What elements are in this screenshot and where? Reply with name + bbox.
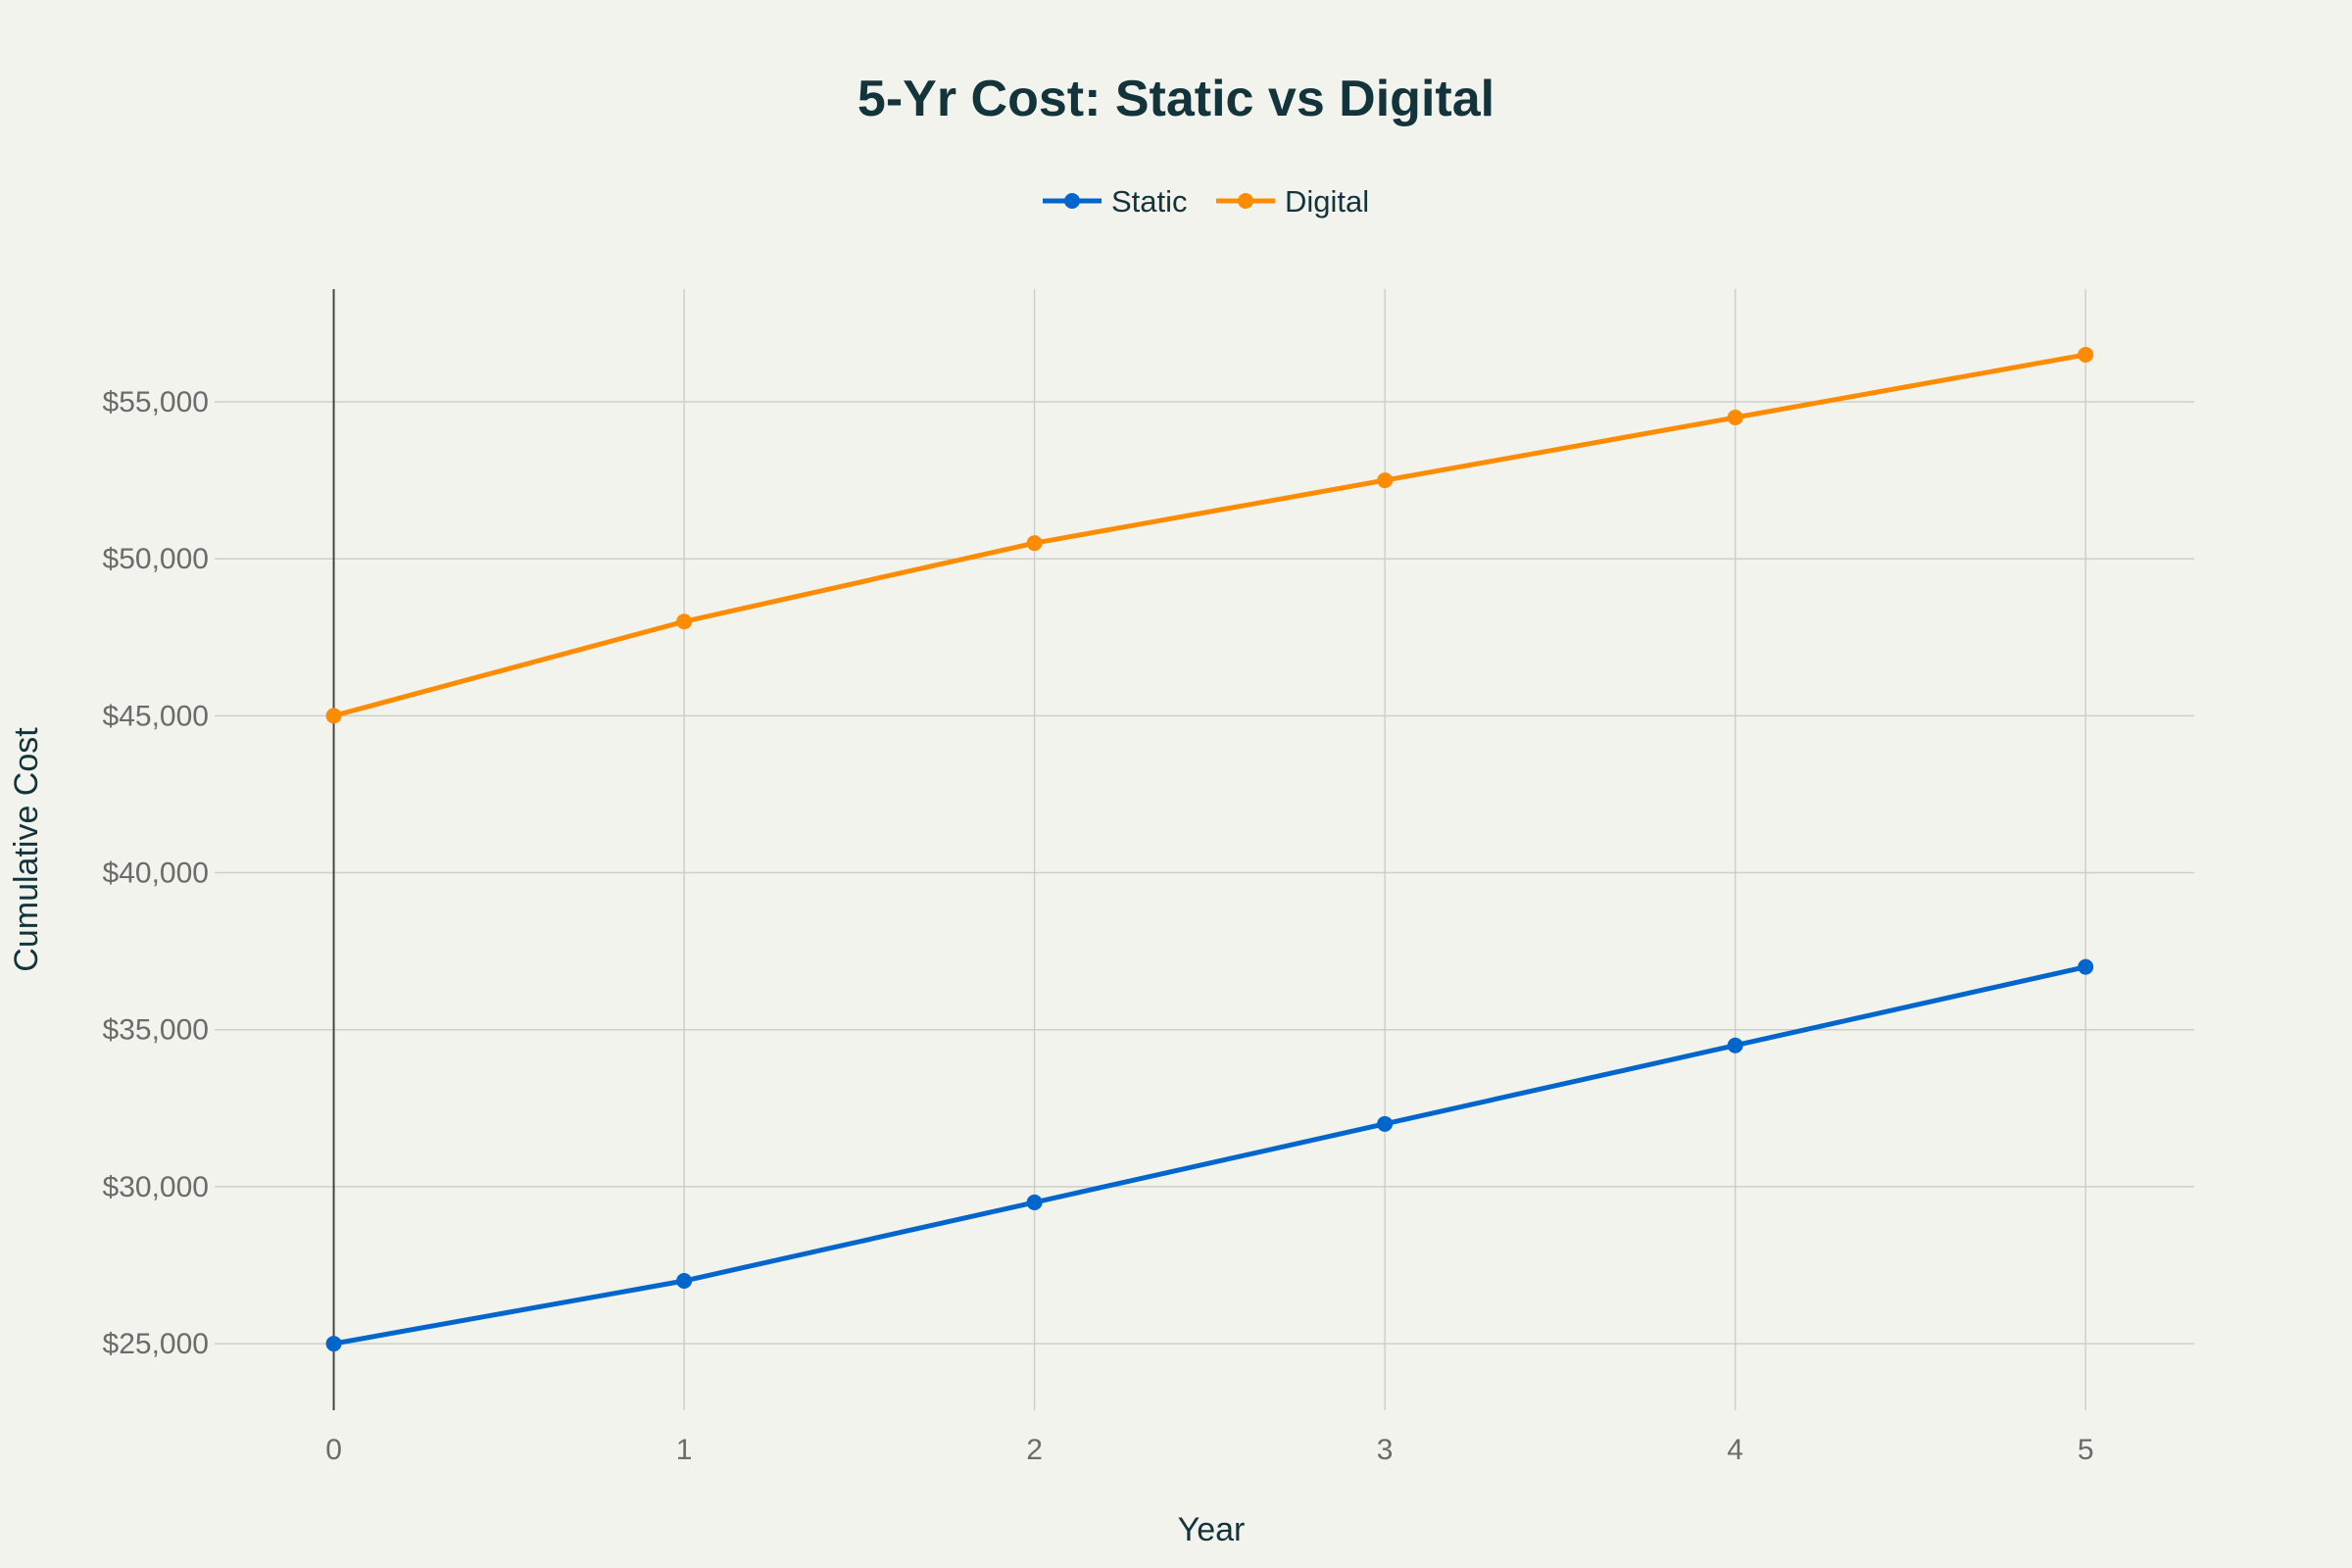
x-tick-label: 2: [1026, 1434, 1043, 1466]
data-point-static: [325, 1336, 342, 1352]
y-tick-label: $50,000: [103, 543, 209, 575]
legend: Static Digital: [1043, 184, 1369, 219]
data-point-digital: [2078, 346, 2094, 363]
x-tick-label: 0: [325, 1434, 342, 1466]
data-point-static: [1727, 1037, 1743, 1054]
x-tick-label: 1: [676, 1434, 693, 1466]
x-axis-title: Year: [1178, 1511, 1246, 1548]
legend-marker-digital: [1238, 193, 1253, 209]
data-point-digital: [325, 708, 342, 724]
x-tick-label: 3: [1377, 1434, 1394, 1466]
data-point-digital: [676, 613, 693, 630]
y-tick-label: $45,000: [103, 700, 209, 732]
data-point-static: [1377, 1115, 1394, 1132]
y-tick-label: $30,000: [103, 1171, 209, 1203]
data-point-static: [1026, 1194, 1043, 1210]
data-point-static: [676, 1273, 693, 1290]
y-tick-label: $55,000: [103, 386, 209, 418]
y-tick-label: $40,000: [103, 858, 209, 890]
legend-label-digital: Digital: [1285, 184, 1369, 219]
y-tick-label: $25,000: [103, 1328, 209, 1360]
legend-label-static: Static: [1111, 184, 1188, 219]
chart-title: 5-Yr Cost: Static vs Digital: [858, 71, 1494, 127]
grid: [215, 289, 2194, 1410]
series-line-digital: [332, 352, 2086, 718]
x-tick-label: 4: [1727, 1434, 1743, 1466]
y-tick-label: $35,000: [103, 1014, 209, 1047]
data-point-digital: [1727, 410, 1743, 426]
data-point-static: [2078, 958, 2094, 975]
y-axis-title: Cumulative Cost: [8, 727, 45, 972]
data-point-digital: [1026, 535, 1043, 552]
x-tick-label: 5: [2078, 1434, 2094, 1466]
data-point-digital: [1377, 472, 1394, 489]
series-line-static: [333, 964, 2086, 1347]
series-group: [325, 346, 2094, 1352]
legend-marker-static: [1064, 193, 1080, 209]
tick-labels: $25,000 $30,000 $35,000 $40,000 $45,000 $50,0…: [103, 386, 2094, 1466]
